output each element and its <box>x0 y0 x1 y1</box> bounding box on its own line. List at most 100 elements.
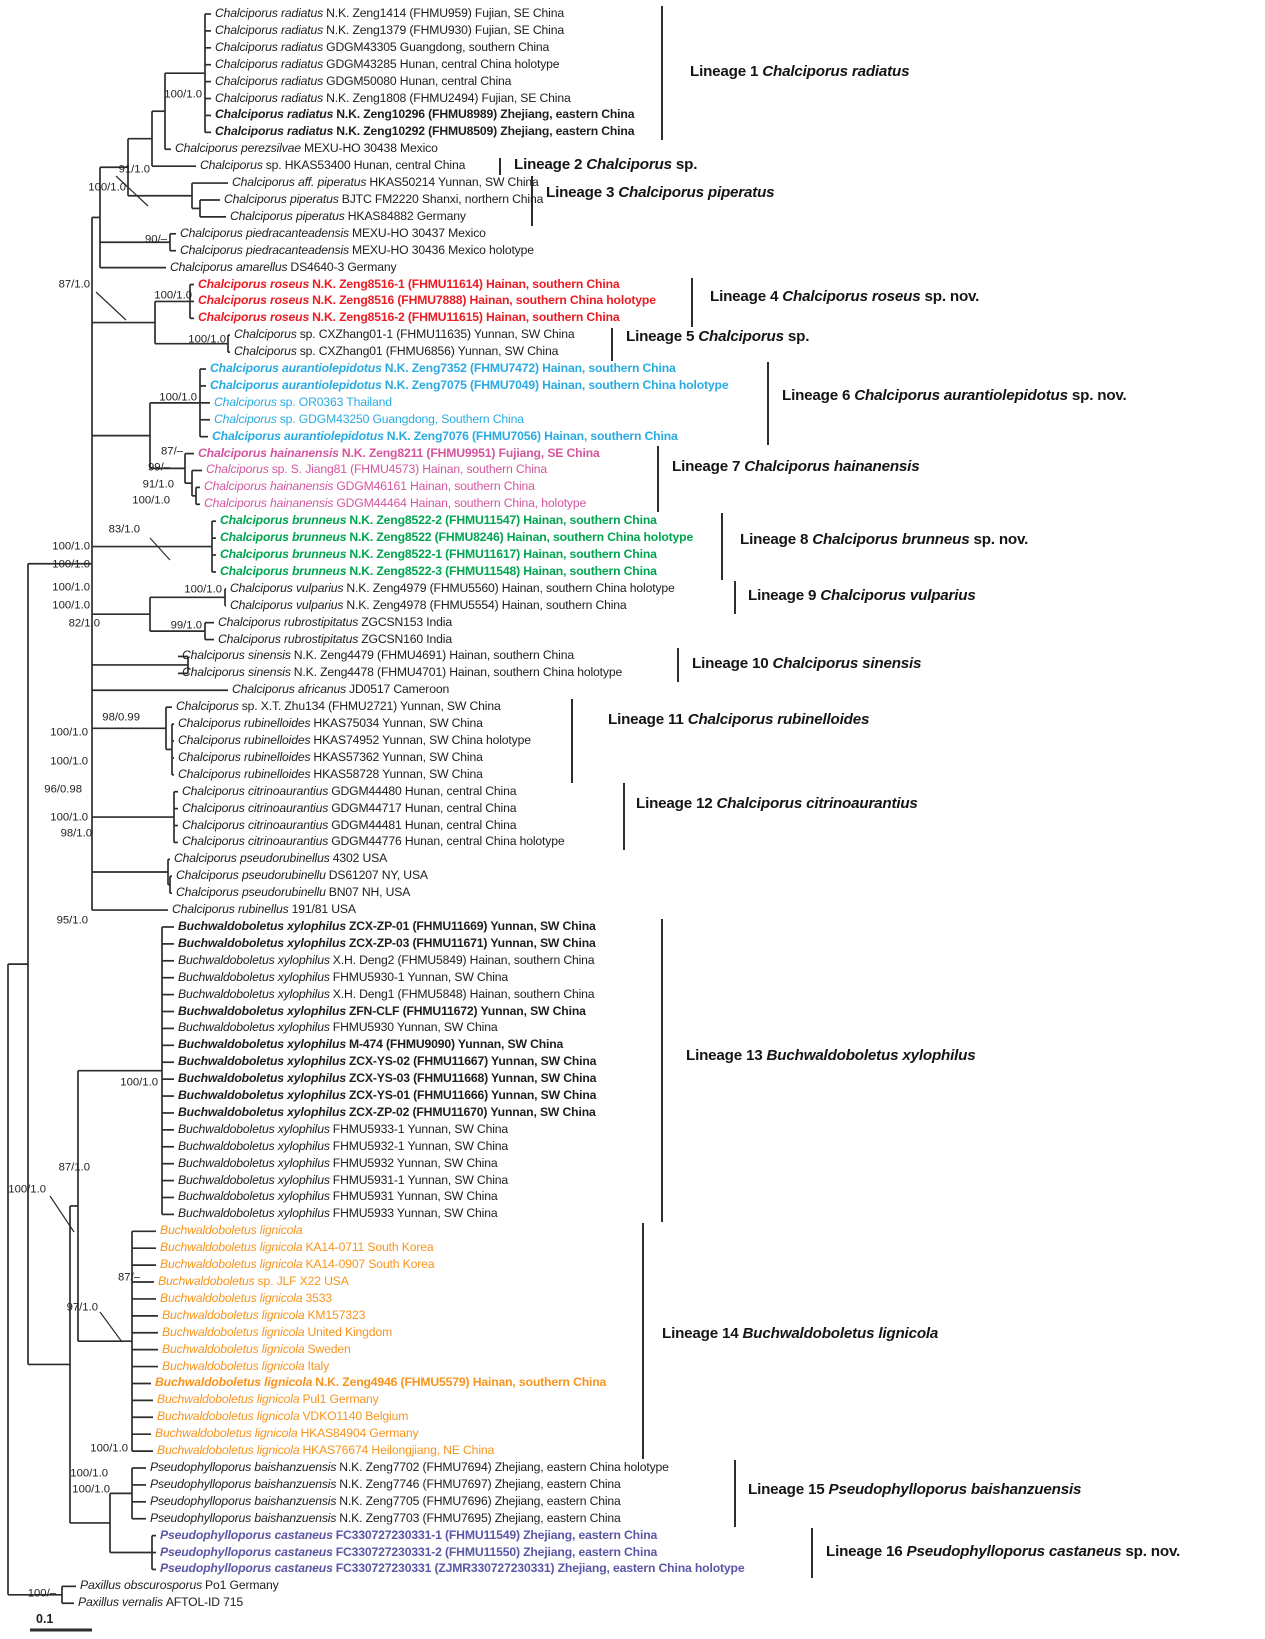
support-leader-line <box>95 291 127 321</box>
lineage-label: Lineage 11 Chalciporus rubinelloides <box>608 712 869 728</box>
taxon-collection-info: BJTC FM2220 Shanxi, northern China <box>341 191 544 206</box>
taxon-collection-info: N.K. Zeng8522-3 (FHMU11548) Hainan, sout… <box>349 563 657 578</box>
taxon-species-name: Chalciporus <box>176 699 239 714</box>
taxon-collection-info: N.K. Zeng4478 (FHMU4701) Hainan, souther… <box>293 665 623 680</box>
taxon-species-name: Chalciporus citrinoaurantius <box>182 834 329 849</box>
taxon-species-name: Buchwaldoboletus xylophilus <box>178 952 330 967</box>
support-value: 100/1.0 <box>52 581 90 594</box>
support-value: 100/1.0 <box>159 391 197 404</box>
taxon-label: Chalciporus rubinellus 191/81 USA <box>172 903 356 915</box>
taxon-collection-info: GDGM44776 Hunan, central China holotype <box>331 834 565 849</box>
taxon-species-name: Chalciporus <box>206 462 269 477</box>
taxon-label: Chalciporus pseudorubinellu DS61207 NY, U… <box>176 869 428 881</box>
taxon-label: Chalciporus rubrostipitatus ZGCSN160 Indi… <box>218 632 452 645</box>
taxon-collection-info: N.K. Zeng8211 (FHMU9951) Fujiang, SE Chi… <box>341 445 600 460</box>
taxon-collection-info: sp. S. Jiang81 (FHMU4573) Hainan, southe… <box>271 462 548 477</box>
taxon-species-name: Chalciporus hainanensis <box>204 496 334 511</box>
taxon-species-name: Chalciporus <box>214 411 277 426</box>
taxon-species-name: Chalciporus radiatus <box>215 39 324 54</box>
support-value: 98/0.99 <box>102 711 140 724</box>
taxon-species-name: Paxillus vernalis <box>78 1595 163 1610</box>
taxon-species-name: Buchwaldoboletus lignicola <box>162 1358 305 1373</box>
taxon-label: Buchwaldoboletus xylophilus FHMU5932 Yunn… <box>178 1157 498 1169</box>
taxon-label: Buchwaldoboletus xylophilus M-474 (FHMU90… <box>178 1038 563 1050</box>
taxon-label: Buchwaldoboletus lignicola 3533 <box>160 1292 332 1304</box>
lineage-label: Lineage 2 Chalciporus sp. <box>514 157 697 173</box>
taxon-species-name: Chalciporus hainanensis <box>204 479 334 494</box>
taxon-collection-info: GDGM46161 Hainan, southern China <box>336 479 535 494</box>
taxon-species-name: Buchwaldoboletus xylophilus <box>178 1037 346 1052</box>
taxon-collection-info: FC330727230331 (ZJMR330727230331) Zhejia… <box>335 1561 745 1576</box>
lineage-label: Lineage 4 Chalciporus roseus sp. nov. <box>710 289 979 305</box>
taxon-species-name: Chalciporus rubinelloides <box>178 733 311 747</box>
taxon-collection-info: N.K. Zeng7076 (FHMU7056) Hainan, souther… <box>386 428 678 443</box>
taxon-species-name: Chalciporus radiatus <box>215 90 324 105</box>
taxon-label: Buchwaldoboletus lignicola HKAS76674 Heil… <box>157 1444 494 1456</box>
taxon-collection-info: N.K. Zeng7746 (FHMU7697) Zhejiang, easte… <box>339 1476 621 1491</box>
taxon-species-name: Buchwaldoboletus lignicola <box>157 1392 300 1407</box>
taxon-label: Chalciporus piperatus BJTC FM2220 Shanxi,… <box>224 193 543 205</box>
taxon-collection-info: AFTOL-ID 715 <box>165 1595 244 1610</box>
lineage-label: Lineage 6 Chalciporus aurantiolepidotus … <box>782 388 1127 404</box>
taxon-species-name: Paxillus obscurosporus <box>80 1578 203 1593</box>
taxon-collection-info: ZFN-CLF (FHMU11672) Yunnan, SW China <box>348 1003 586 1018</box>
taxon-collection-info: Pul1 Germany <box>302 1392 379 1407</box>
lineage-label: Lineage 15 Pseudophylloporus baishanzuen… <box>748 1482 1081 1498</box>
taxon-label: Buchwaldoboletus lignicola United Kingdom <box>162 1326 392 1338</box>
taxon-collection-info: HKAS74952 Yunnan, SW China holotype <box>313 733 531 747</box>
taxon-label: Chalciporus citrinoaurantius GDGM44717 Hu… <box>182 802 517 814</box>
taxon-collection-info: N.K. Zeng7705 (FHMU7696) Zhejiang, easte… <box>339 1493 621 1508</box>
lineage-label: Lineage 12 Chalciporus citrinoaurantius <box>636 796 918 812</box>
taxon-collection-info: N.K. Zeng1414 (FHMU959) Fujian, SE China <box>326 6 564 20</box>
taxon-species-name: Chalciporus brunneus <box>220 513 347 528</box>
taxon-label: Buchwaldoboletus xylophilus X.H. Deng2 (F… <box>178 952 595 967</box>
taxon-collection-info: DS4640-3 Germany <box>290 259 397 274</box>
taxon-collection-info: sp. JLF X22 USA <box>257 1274 349 1289</box>
taxon-species-name: Chalciporus vulparius <box>230 580 344 595</box>
taxon-label: Chalciporus radiatus GDGM43285 Hunan, cen… <box>215 58 560 70</box>
taxon-label: Chalciporus radiatus GDGM50080 Hunan, cen… <box>215 75 511 87</box>
lineage-number: Lineage 7 <box>672 458 745 475</box>
taxon-collection-info: ZCX-ZP-03 (FHMU11671) Yunnan, SW China <box>348 935 596 950</box>
taxon-label: Chalciporus pseudorubinellu BN07 NH, USA <box>176 886 410 898</box>
lineage-taxon-name: Chalciporus <box>586 156 672 173</box>
taxon-collection-info: GDGM43305 Guangdong, southern China <box>326 39 550 54</box>
taxon-collection-info: Italy <box>307 1358 330 1373</box>
taxon-collection-info: GDGM44464 Hainan, southern China, holoty… <box>336 496 587 511</box>
lineage-taxon-name: Pseudophylloporus castaneus <box>906 1543 1122 1560</box>
taxon-label: Pseudophylloporus castaneus FC33072723033… <box>160 1529 657 1541</box>
taxon-label: Pseudophylloporus castaneus FC33072723033… <box>160 1561 745 1576</box>
taxon-label: Buchwaldoboletus xylophilus FHMU5931 Yunn… <box>178 1190 498 1202</box>
lineage-taxon-name: Buchwaldoboletus lignicola <box>742 1325 939 1342</box>
taxon-species-name: Chalciporus aurantiolepidotus <box>210 361 382 376</box>
taxon-label: Buchwaldoboletus lignicola KA14-0907 Sout… <box>160 1257 435 1272</box>
taxon-collection-info: GDGM44480 Hunan, central China <box>331 783 517 798</box>
taxon-species-name: Buchwaldoboletus lignicola <box>160 1240 303 1255</box>
scale-bar-label: 0.1 <box>36 1612 54 1626</box>
taxon-species-name: Chalciporus radiatus <box>215 124 334 139</box>
support-value: 100/1.0 <box>184 583 222 596</box>
taxon-collection-info: FHMU5932 Yunnan, SW China <box>332 1155 498 1170</box>
taxon-collection-info: N.K. Zeng10292 (FHMU8509) Zhejiang, east… <box>336 124 635 139</box>
taxon-collection-info: ZCX-ZP-01 (FHMU11669) Yunnan, SW China <box>348 918 596 933</box>
taxon-label: Buchwaldoboletus lignicola VDKO1140 Belgi… <box>157 1410 408 1422</box>
lineage-label: Lineage 10 Chalciporus sinensis <box>692 656 921 672</box>
lineage-number: Lineage 2 <box>514 156 587 173</box>
support-value: 100/1.0 <box>132 494 170 507</box>
taxon-label: Chalciporus roseus N.K. Zeng8516 (FHMU788… <box>198 294 656 306</box>
support-value: 100/1.0 <box>50 755 88 768</box>
taxon-collection-info: X.H. Deng1 (FHMU5848) Hainan, southern C… <box>332 986 595 1001</box>
taxon-label: Buchwaldoboletus xylophilus FHMU5931-1 Yu… <box>178 1173 508 1186</box>
taxon-species-name: Buchwaldoboletus xylophilus <box>178 1003 346 1018</box>
taxon-label: Buchwaldoboletus xylophilus FHMU5933 Yunn… <box>178 1207 498 1219</box>
taxon-species-name: Chalciporus radiatus <box>215 107 334 122</box>
taxon-collection-info: N.K. Zeng7352 (FHMU7472) Hainan, souther… <box>384 361 676 376</box>
taxon-label: Chalciporus brunneus N.K. Zeng8522 (FHMU8… <box>220 531 693 543</box>
taxon-species-name: Chalciporus <box>214 394 277 409</box>
taxon-collection-info: HKAS84904 Germany <box>300 1426 419 1441</box>
taxon-species-name: Buchwaldoboletus xylophilus <box>178 1138 330 1153</box>
support-value: 95/1.0 <box>56 914 88 927</box>
taxon-species-name: Buchwaldoboletus lignicola <box>160 1257 303 1272</box>
taxon-collection-info: N.K. Zeng8516-1 (FHMU11614) Hainan, sout… <box>312 276 620 291</box>
taxon-label: Chalciporus citrinoaurantius GDGM44480 Hu… <box>182 783 517 798</box>
